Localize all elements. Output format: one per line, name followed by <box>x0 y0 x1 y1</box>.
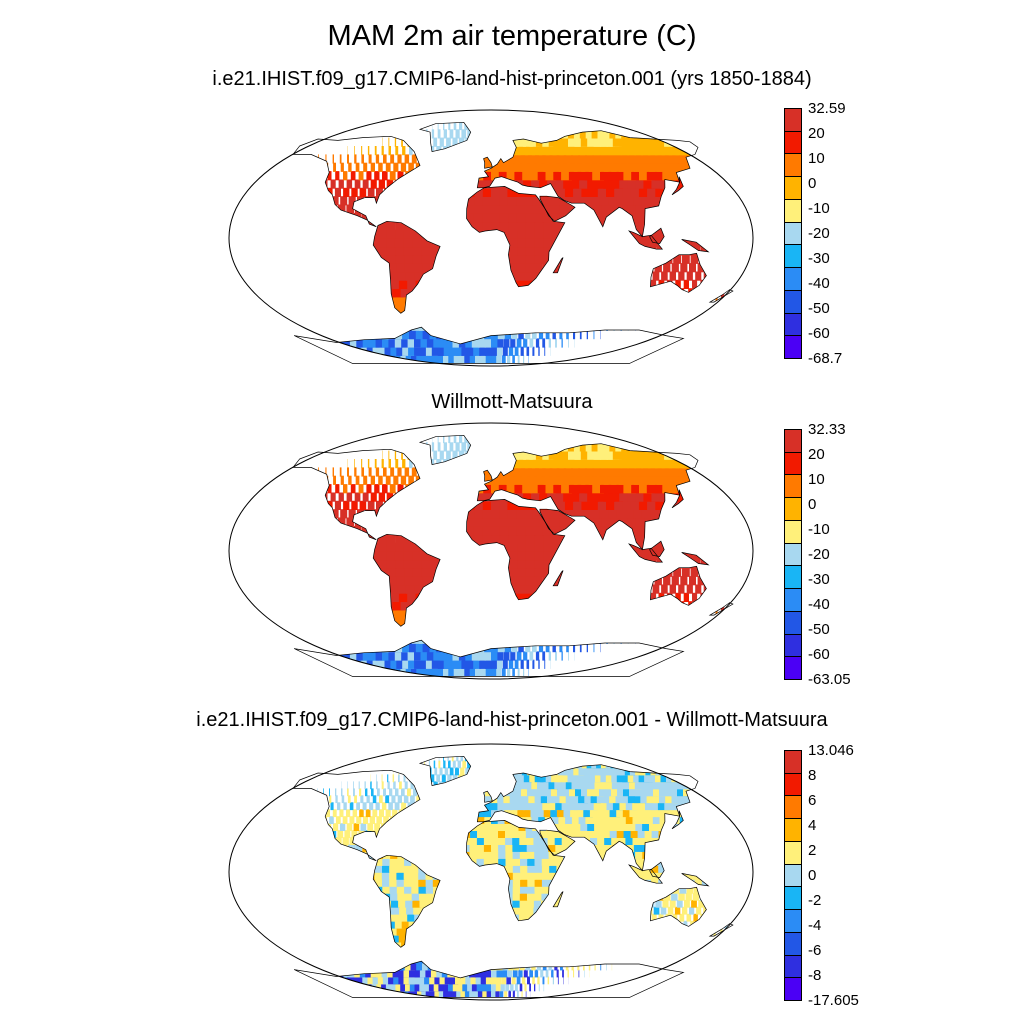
panel-3-colorbar <box>784 750 802 1001</box>
colorbar-swatch <box>784 863 802 888</box>
colorbar-label: -30 <box>808 571 830 588</box>
colorbar-swatch <box>784 474 802 499</box>
colorbar-label: 20 <box>808 446 825 463</box>
panel-2-title: Willmott-Matsuura <box>431 391 593 413</box>
panel-2-colorbar <box>784 429 802 680</box>
colorbar-swatch <box>784 519 802 544</box>
colorbar-swatch <box>784 588 802 612</box>
colorbar-swatch <box>784 886 802 911</box>
colorbar-swatch <box>784 153 802 178</box>
colorbar-swatch <box>784 108 802 132</box>
colorbar-label: -68.7 <box>808 350 843 367</box>
colorbar-label: 4 <box>808 817 817 834</box>
colorbar-swatch <box>784 633 802 658</box>
colorbar-label: 10 <box>808 150 825 167</box>
colorbar-label: 2 <box>808 842 817 859</box>
colorbar-swatch <box>784 542 802 567</box>
colorbar-label: 32.33 <box>808 421 846 438</box>
colorbar-label: -4 <box>808 917 822 934</box>
colorbar-label: -50 <box>808 300 830 317</box>
colorbar-label: -60 <box>808 325 830 342</box>
colorbar-label: -60 <box>808 646 830 663</box>
colorbar-swatch <box>784 451 802 476</box>
colorbar-label: -63.05 <box>808 671 851 688</box>
colorbar-swatch <box>784 610 802 635</box>
panel-2-map <box>228 422 754 680</box>
colorbar-swatch <box>784 130 802 155</box>
colorbar-label: 10 <box>808 471 825 488</box>
colorbar-label: 32.59 <box>808 100 846 117</box>
colorbar-swatch <box>784 909 802 933</box>
colorbar-label: -2 <box>808 892 822 909</box>
colorbar-swatch <box>784 977 802 1001</box>
colorbar-swatch <box>784 750 802 774</box>
colorbar-swatch <box>784 289 802 314</box>
colorbar-swatch <box>784 312 802 337</box>
colorbar-swatch <box>784 840 802 865</box>
colorbar-swatch <box>784 176 802 200</box>
panel-1-map <box>228 109 754 367</box>
colorbar-swatch <box>784 335 802 359</box>
colorbar-swatch <box>784 795 802 820</box>
panel-3-map <box>228 743 754 1001</box>
colorbar-label: 6 <box>808 792 817 809</box>
colorbar-label: 0 <box>808 175 817 192</box>
colorbar-label: -20 <box>808 225 830 242</box>
colorbar-label: -20 <box>808 546 830 563</box>
colorbar-swatch <box>784 267 802 291</box>
colorbar-swatch <box>784 772 802 797</box>
colorbar-swatch <box>784 244 802 269</box>
panel-3-title: i.e21.IHIST.f09_g17.CMIP6-land-hist-prin… <box>196 709 828 731</box>
colorbar-label: 0 <box>808 867 817 884</box>
figure-title: MAM 2m air temperature (C) <box>327 20 697 52</box>
colorbar-label: -50 <box>808 621 830 638</box>
panel-1-title: i.e21.IHIST.f09_g17.CMIP6-land-hist-prin… <box>212 68 812 90</box>
colorbar-swatch <box>784 565 802 590</box>
colorbar-label: -40 <box>808 596 830 613</box>
colorbar-label: -17.605 <box>808 992 859 1009</box>
colorbar-swatch <box>784 954 802 979</box>
colorbar-label: 8 <box>808 767 817 784</box>
colorbar-label: -30 <box>808 250 830 267</box>
colorbar-swatch <box>784 656 802 680</box>
colorbar-label: 13.046 <box>808 742 854 759</box>
colorbar-label: -10 <box>808 200 830 217</box>
colorbar-label: -6 <box>808 942 822 959</box>
colorbar-label: -10 <box>808 521 830 538</box>
panel-1-colorbar <box>784 108 802 359</box>
colorbar-label: -40 <box>808 275 830 292</box>
colorbar-swatch <box>784 221 802 246</box>
colorbar-swatch <box>784 931 802 956</box>
colorbar-label: 0 <box>808 496 817 513</box>
colorbar-label: 20 <box>808 125 825 142</box>
colorbar-swatch <box>784 818 802 842</box>
colorbar-swatch <box>784 198 802 223</box>
colorbar-swatch <box>784 497 802 521</box>
colorbar-label: -8 <box>808 967 822 984</box>
colorbar-swatch <box>784 429 802 453</box>
